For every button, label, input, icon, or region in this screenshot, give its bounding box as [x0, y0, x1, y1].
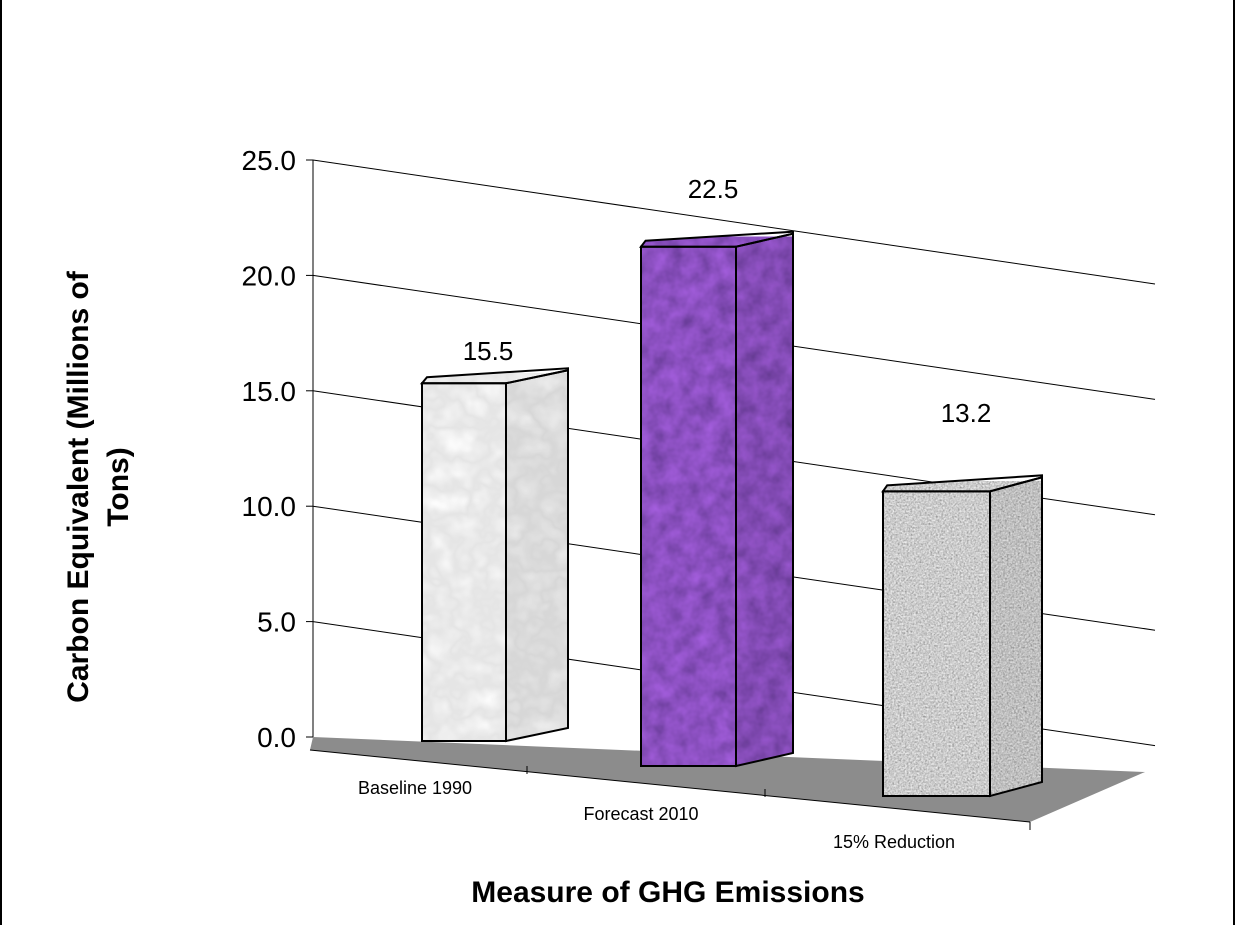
x-axis-line [309, 749, 1031, 823]
gridline [312, 159, 1156, 285]
x-axis-title: Measure of GHG Emissions [471, 876, 864, 909]
y-axis-title-line: Carbon Equivalent (Millions of [62, 270, 95, 703]
chart-floor [310, 737, 1145, 822]
bar-value-label: 22.5 [688, 174, 739, 204]
x-category-label: Baseline 1990 [358, 778, 472, 798]
bar-3 [881, 474, 1043, 798]
bars [419, 230, 1043, 798]
bar-top-face [881, 474, 1043, 493]
y-tick-label: 25.0 [242, 145, 297, 176]
bar-2 [638, 230, 794, 768]
axes: 0.0 5.0 10.0 15.0 20.0 25.0 [242, 145, 1031, 830]
y-axis-title-line: Tons) [102, 447, 135, 526]
bar-texture [641, 236, 793, 766]
y-tick-label: 20.0 [242, 260, 297, 291]
bar-side-face [989, 476, 1043, 798]
bar-texture [883, 481, 1042, 796]
floor-plane [310, 737, 1145, 822]
y-tick-label: 10.0 [242, 491, 297, 522]
bar-side-face [735, 232, 794, 768]
y-tick-label: 0.0 [257, 722, 296, 753]
labels: 15.5 Baseline 1990 22.5 Forecast 2010 13.2 15… [62, 174, 991, 909]
bar-texture [422, 373, 568, 741]
bar-top-face [638, 230, 794, 248]
y-tick-label: 5.0 [257, 607, 296, 638]
bar-1 [419, 367, 569, 743]
bar-top-face [419, 367, 569, 385]
bar-value-label: 15.5 [463, 336, 514, 366]
bar-value-label: 13.2 [941, 398, 992, 428]
bar-side-face [505, 369, 569, 743]
y-tick-label: 15.0 [242, 376, 297, 407]
y-axis-title: Carbon Equivalent (Millions of Tons) [62, 270, 135, 703]
x-category-label: 15% Reduction [833, 832, 955, 852]
x-category-label: Forecast 2010 [583, 804, 698, 824]
